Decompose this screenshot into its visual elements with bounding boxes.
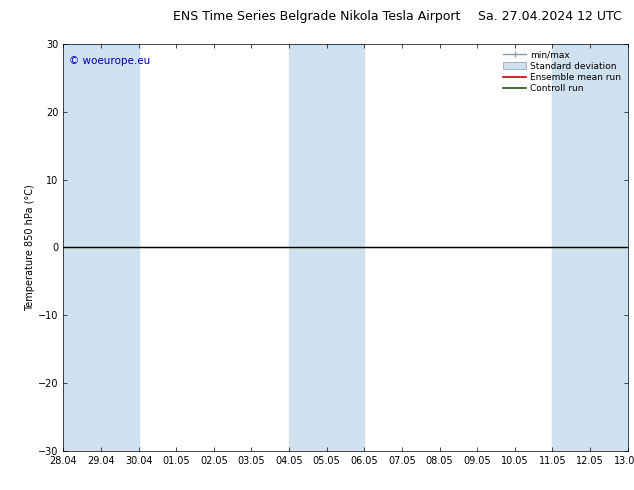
Text: ENS Time Series Belgrade Nikola Tesla Airport: ENS Time Series Belgrade Nikola Tesla Ai…: [173, 10, 461, 23]
Y-axis label: Temperature 850 hPa (°C): Temperature 850 hPa (°C): [25, 184, 36, 311]
Bar: [552, 44, 628, 451]
Text: © woeurope.eu: © woeurope.eu: [69, 56, 150, 66]
Bar: [289, 44, 365, 451]
Legend: min/max, Standard deviation, Ensemble mean run, Controll run: min/max, Standard deviation, Ensemble me…: [501, 49, 623, 95]
Bar: [63, 44, 139, 451]
Text: Sa. 27.04.2024 12 UTC: Sa. 27.04.2024 12 UTC: [477, 10, 621, 23]
